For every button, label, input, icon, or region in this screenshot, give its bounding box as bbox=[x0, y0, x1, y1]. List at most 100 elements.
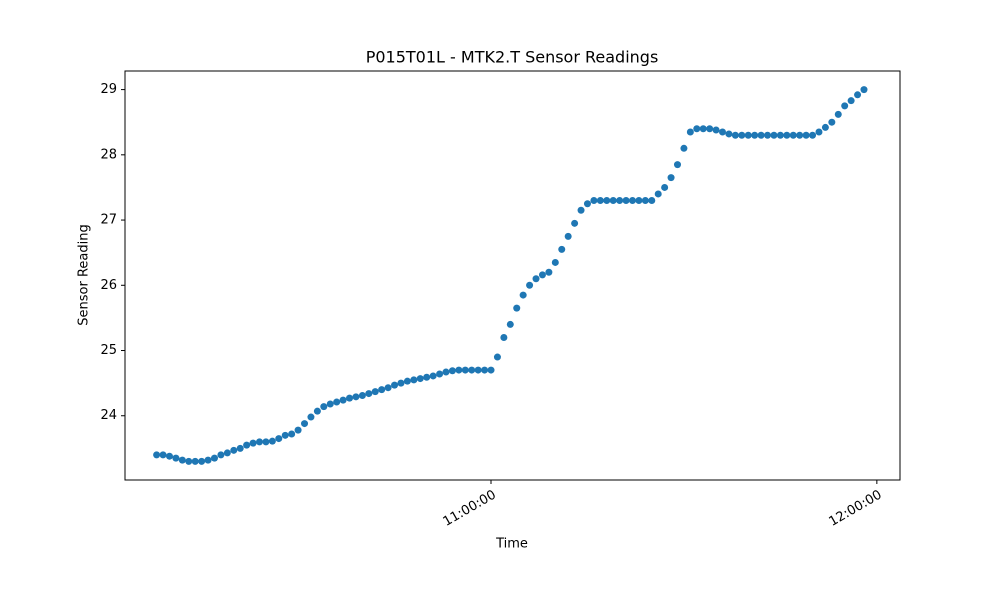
data-point bbox=[764, 131, 772, 139]
data-point bbox=[519, 291, 527, 299]
markers bbox=[153, 86, 868, 465]
data-point bbox=[423, 373, 431, 381]
data-point bbox=[378, 386, 386, 394]
data-point bbox=[609, 196, 617, 204]
data-point bbox=[281, 431, 289, 439]
data-point bbox=[526, 281, 534, 289]
data-point bbox=[693, 125, 701, 133]
data-point bbox=[500, 333, 508, 341]
y-tick-label: 25 bbox=[100, 343, 117, 358]
data-point bbox=[699, 125, 707, 133]
data-point bbox=[474, 366, 482, 374]
data-point bbox=[538, 271, 546, 279]
data-point bbox=[320, 403, 328, 411]
data-point bbox=[628, 196, 636, 204]
data-point bbox=[577, 206, 585, 214]
data-point bbox=[661, 183, 669, 191]
data-point bbox=[416, 375, 424, 383]
data-point bbox=[789, 131, 797, 139]
data-point bbox=[339, 396, 347, 404]
plot-frame bbox=[124, 70, 901, 481]
y-tick-label: 24 bbox=[100, 408, 117, 423]
data-point bbox=[731, 131, 739, 139]
data-point bbox=[583, 200, 591, 208]
data-point bbox=[481, 366, 489, 374]
data-point bbox=[641, 196, 649, 204]
data-point bbox=[249, 439, 257, 447]
data-point bbox=[564, 232, 572, 240]
data-point bbox=[860, 86, 868, 94]
data-point bbox=[397, 379, 405, 387]
data-point bbox=[783, 131, 791, 139]
data-point bbox=[346, 394, 354, 402]
data-point bbox=[294, 426, 302, 434]
data-point bbox=[243, 441, 251, 449]
data-point bbox=[468, 366, 476, 374]
data-point bbox=[551, 258, 559, 266]
data-point bbox=[809, 131, 817, 139]
chart-title: P015T01L - MTK2.T Sensor Readings bbox=[366, 48, 659, 67]
data-point bbox=[313, 407, 321, 415]
data-point bbox=[821, 123, 829, 131]
data-point bbox=[358, 392, 366, 400]
y-tick-label: 26 bbox=[100, 278, 117, 293]
data-point bbox=[301, 420, 309, 428]
data-point bbox=[410, 376, 418, 384]
data-point bbox=[461, 366, 469, 374]
y-tick-label: 29 bbox=[100, 82, 117, 97]
y-tick-label: 27 bbox=[100, 213, 117, 228]
data-point bbox=[616, 196, 624, 204]
data-point bbox=[204, 456, 212, 464]
data-point bbox=[333, 398, 341, 406]
data-point bbox=[603, 196, 611, 204]
data-point bbox=[191, 457, 199, 465]
data-point bbox=[307, 413, 315, 421]
data-point bbox=[178, 456, 186, 464]
data-point bbox=[622, 196, 630, 204]
data-point bbox=[159, 451, 167, 459]
data-point bbox=[815, 128, 823, 136]
data-point bbox=[744, 131, 752, 139]
data-point bbox=[673, 161, 681, 169]
data-point bbox=[384, 384, 392, 392]
data-point bbox=[391, 381, 399, 389]
data-point bbox=[487, 366, 495, 374]
data-point bbox=[635, 196, 643, 204]
data-point bbox=[448, 367, 456, 375]
data-point bbox=[217, 451, 225, 459]
data-point bbox=[275, 435, 283, 443]
data-point bbox=[590, 196, 598, 204]
data-point bbox=[796, 131, 804, 139]
y-axis-label: Sensor Reading bbox=[77, 224, 92, 325]
data-point bbox=[770, 131, 778, 139]
data-point bbox=[371, 388, 379, 396]
data-point bbox=[198, 457, 206, 465]
data-point bbox=[847, 97, 855, 105]
data-point bbox=[352, 393, 360, 401]
data-point bbox=[596, 196, 604, 204]
data-point bbox=[802, 131, 810, 139]
data-point bbox=[667, 174, 675, 182]
data-point bbox=[686, 128, 694, 136]
data-point bbox=[738, 131, 746, 139]
data-point bbox=[513, 304, 521, 312]
data-point bbox=[751, 131, 759, 139]
data-point bbox=[172, 454, 180, 462]
data-point bbox=[268, 437, 276, 445]
data-point bbox=[256, 438, 264, 446]
data-point bbox=[236, 444, 244, 452]
data-point bbox=[854, 91, 862, 99]
data-point bbox=[262, 438, 270, 446]
data-point bbox=[532, 275, 540, 283]
data-point bbox=[210, 454, 218, 462]
data-point bbox=[436, 370, 444, 378]
data-point bbox=[365, 390, 373, 398]
data-point bbox=[712, 126, 720, 134]
data-point bbox=[571, 219, 579, 227]
data-point bbox=[828, 118, 836, 126]
data-point bbox=[725, 130, 733, 138]
data-point bbox=[706, 125, 714, 133]
data-point bbox=[680, 144, 688, 152]
data-point bbox=[185, 457, 193, 465]
